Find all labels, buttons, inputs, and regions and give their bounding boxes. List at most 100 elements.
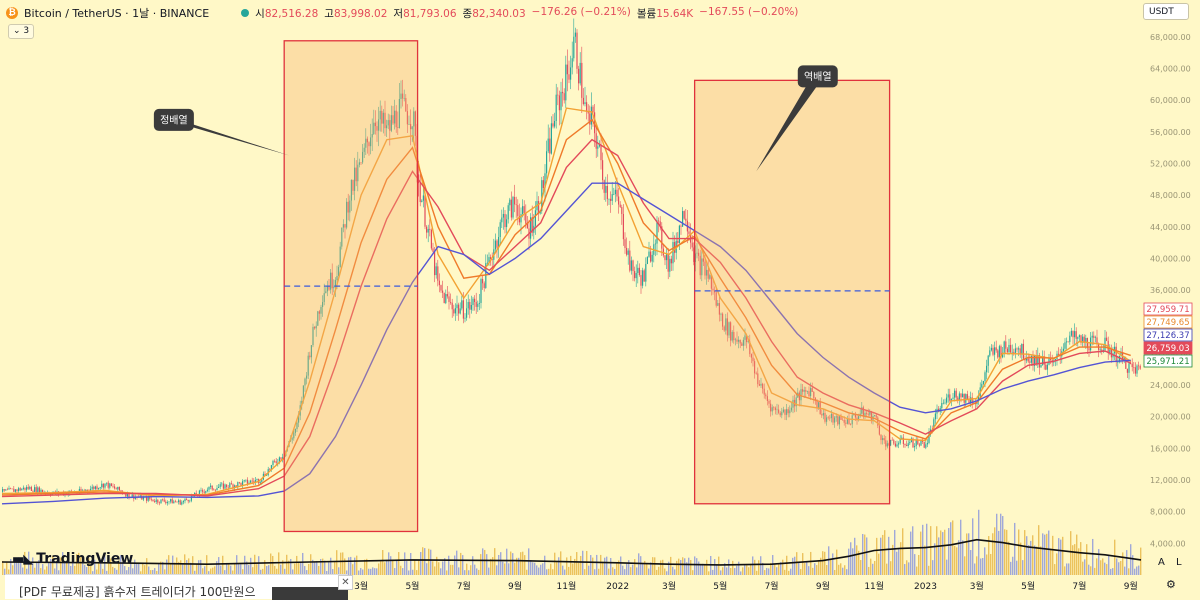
volume-bar (640, 556, 642, 575)
volume-bar (360, 568, 362, 575)
volume-bar (922, 524, 924, 575)
candle-body (318, 311, 320, 314)
candle-body (864, 412, 866, 417)
volume-bar (354, 557, 356, 575)
candle-body (717, 303, 719, 306)
volume-bar (86, 567, 88, 575)
price-tick-label: 56,000.00 (1150, 128, 1191, 137)
candle-body (715, 292, 717, 306)
volume-bar (612, 567, 614, 575)
ad-banner[interactable]: [PDF 무료제공] 흙수저 트레이더가 100만원으 ✕ (5, 574, 353, 600)
symbol-title[interactable]: Bitcoin / TetherUS · 1날 · BINANCE (24, 7, 210, 20)
volume-bar (896, 551, 898, 575)
volume-bar (1136, 566, 1138, 575)
candle-body (877, 417, 879, 426)
candle-body (710, 275, 712, 289)
candle-body (790, 407, 792, 411)
volume-bar (404, 552, 406, 575)
volume-bar (756, 570, 758, 575)
candle-body (878, 425, 880, 435)
candle-body (883, 438, 885, 441)
volume-bar (232, 570, 234, 575)
volume-bar (424, 548, 426, 575)
volume-bar (502, 561, 504, 575)
candle-body (712, 288, 714, 291)
volume-bar (312, 559, 314, 575)
candle-body (870, 411, 872, 421)
candle-body (907, 443, 909, 447)
volume-bar (1064, 566, 1066, 575)
volume-bar (978, 509, 980, 575)
volume-bar (54, 568, 56, 575)
volume-bar (788, 570, 790, 575)
volume-bar (630, 567, 632, 575)
candle-body (810, 388, 812, 397)
volume-bar (338, 567, 340, 575)
volume-bar (1126, 550, 1128, 575)
candle-body (1090, 337, 1092, 351)
volume-bar (582, 550, 584, 575)
ad-text[interactable]: [PDF 무료제공] 흙수저 트레이더가 100만원으 (19, 585, 256, 599)
indicator-toggle[interactable]: ⌄ 3 (8, 24, 35, 39)
volume-bar (758, 560, 760, 575)
candle-body (963, 393, 965, 403)
candle-body (698, 252, 700, 256)
currency-button[interactable]: USDT (1143, 3, 1189, 20)
candle-body (570, 67, 572, 80)
volume-bar (522, 551, 524, 575)
volume-bar (162, 561, 164, 575)
candle-body (386, 125, 388, 129)
ad-close-button[interactable]: ✕ (338, 575, 353, 590)
settings-gear-icon[interactable]: ⚙ (1166, 578, 1176, 591)
candle-body (443, 292, 445, 304)
volume-bar (1074, 544, 1076, 575)
volume-bar (428, 548, 430, 575)
tradingview-logo[interactable]: ▬◣ TradingView (12, 551, 133, 567)
volume-change: −167.55 (−0.20%) (699, 5, 799, 18)
candle-body (1050, 358, 1052, 360)
candle-body (691, 242, 693, 248)
drawing-annotations[interactable]: 정배열 역배열 (153, 40, 891, 533)
candle-body (861, 407, 863, 414)
volume-bar (948, 528, 950, 575)
volume-bar (830, 558, 832, 575)
volume-bar (408, 570, 410, 575)
candle-body (1027, 358, 1029, 362)
candle-body (646, 256, 648, 264)
time-axis[interactable]: 11월20213월5월7월9월11월20223월5월7월9월11월20233월5… (249, 580, 1138, 592)
candle-body (659, 221, 661, 227)
candle-body (1106, 337, 1108, 341)
volume-bar (576, 552, 578, 575)
volume-bar (764, 570, 766, 575)
candle-body (96, 486, 98, 490)
time-tick-label: 9월 (816, 580, 830, 592)
auto-scale-button[interactable]: A (1158, 557, 1165, 568)
candle-body (451, 302, 453, 310)
candle-body (278, 457, 280, 463)
volume-bar (12, 565, 14, 575)
candle-body (709, 275, 711, 279)
log-scale-button[interactable]: L (1176, 557, 1182, 568)
candle-body (770, 403, 772, 412)
candle-body (694, 253, 696, 262)
volume-bar (36, 562, 38, 575)
candle-body (507, 205, 509, 220)
volume-bar (602, 561, 604, 575)
price-axis[interactable]: 4,000.00 8,000.00 12,000.00 16,000.00 20,000… (1150, 33, 1191, 549)
volume-bar (986, 554, 988, 575)
candle-body (875, 415, 877, 418)
candle-body (403, 98, 405, 99)
volume-bar (1070, 531, 1072, 575)
ad-thumbnail[interactable] (272, 587, 348, 600)
candle-body (427, 228, 429, 233)
candle-body (862, 407, 864, 417)
volume-bar (992, 533, 994, 575)
candle-body (435, 266, 437, 276)
volume-bar (996, 513, 998, 575)
candle-body (306, 375, 308, 379)
candle-body (10, 488, 12, 489)
candle-body (512, 196, 514, 218)
candle-body (203, 491, 205, 493)
volume-bar (506, 548, 508, 575)
